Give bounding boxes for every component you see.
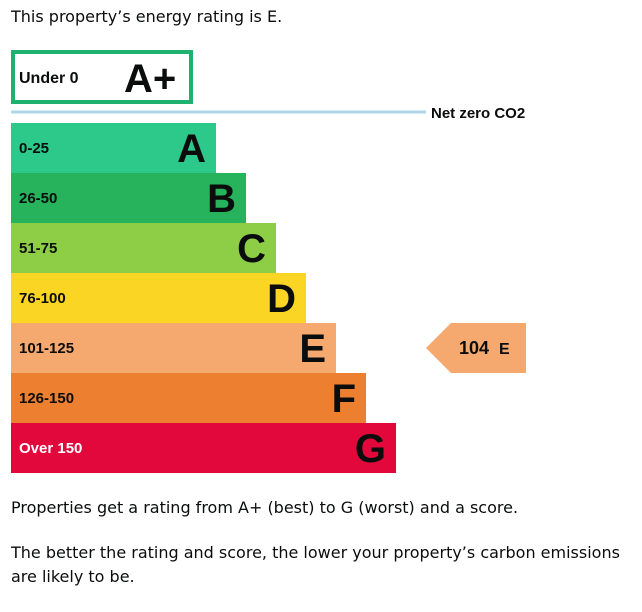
band-b-range: 26-50: [19, 190, 57, 207]
carbon-explanation: The better the rating and score, the low…: [11, 543, 620, 586]
band-f-bar: [11, 373, 366, 423]
current-rating-score: 104: [459, 338, 489, 358]
band-d-range: 76-100: [19, 290, 66, 307]
band-aplus-letter: A+: [124, 57, 176, 101]
band-aplus-range: Under 0: [19, 70, 79, 87]
band-f-letter: F: [332, 377, 356, 421]
band-g-letter: G: [355, 427, 386, 471]
band-d-letter: D: [267, 277, 296, 321]
band-a-bar: [11, 123, 216, 173]
band-g-bar: [11, 423, 396, 473]
band-a-letter: A: [177, 127, 206, 171]
band-e-range: 101-125: [19, 340, 74, 357]
band-g-range: Over 150: [19, 440, 82, 457]
band-d-bar: [11, 273, 306, 323]
net-zero-label: Net zero CO2: [431, 105, 525, 122]
band-c-bar: [11, 223, 276, 273]
band-e-letter: E: [299, 327, 326, 371]
intro-text: This property’s energy rating is E.: [11, 7, 283, 26]
band-c-letter: C: [237, 227, 266, 271]
rating-explanation: Properties get a rating from A+ (best) t…: [11, 498, 519, 517]
band-c-range: 51-75: [19, 240, 57, 257]
band-a-range: 0-25: [19, 140, 49, 157]
current-rating-letter: E: [499, 341, 510, 358]
band-b-letter: B: [207, 177, 236, 221]
current-rating-arrow: [426, 323, 526, 373]
energy-rating-chart: Under 0 A+ Net zero CO2 0-25 A 26-50 B 51-75 C 76…: [11, 50, 526, 473]
band-e-bar: [11, 323, 336, 373]
band-b-bar: [11, 173, 246, 223]
band-f-range: 126-150: [19, 390, 74, 407]
band-aplus-box: [11, 50, 193, 104]
energy-rating-svg: Under 0 A+ Net zero CO2 0-25 A 26-50 B 51-75 C 76…: [11, 50, 526, 473]
